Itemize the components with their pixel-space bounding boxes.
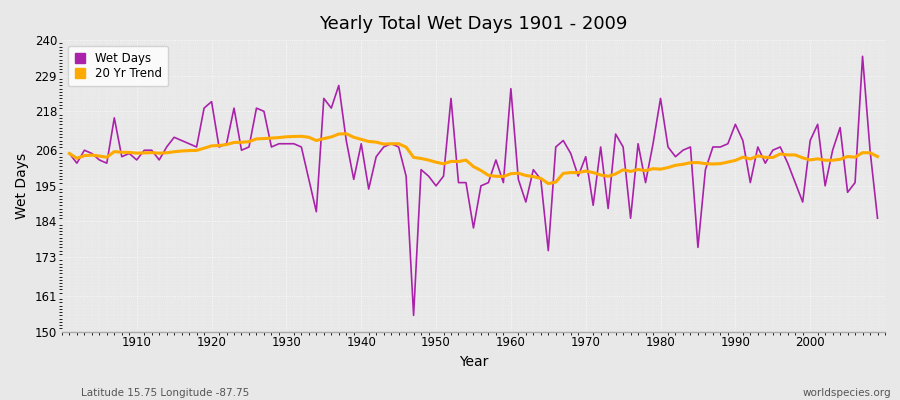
Line: 20 Yr Trend: 20 Yr Trend (69, 134, 878, 184)
Text: worldspecies.org: worldspecies.org (803, 388, 891, 398)
Wet Days (506, 86, 517, 91)
20 Yr Trend (513, 171, 524, 176)
Wet Days (333, 83, 344, 88)
Legend: Wet Days, 20 Yr Trend: Wet Days, 20 Yr Trend (68, 46, 168, 86)
20 Yr Trend (610, 172, 621, 176)
Y-axis label: Wet Days: Wet Days (15, 153, 29, 219)
Wet Days (857, 54, 868, 59)
20 Yr Trend (543, 181, 553, 186)
Line: Wet Days: Wet Days (69, 56, 878, 315)
20 Yr Trend (506, 171, 517, 176)
20 Yr Trend (333, 132, 344, 136)
Wet Days (64, 151, 75, 156)
Title: Yearly Total Wet Days 1901 - 2009: Yearly Total Wet Days 1901 - 2009 (320, 15, 627, 33)
20 Yr Trend (64, 151, 75, 156)
Wet Days (603, 206, 614, 211)
Wet Days (289, 141, 300, 146)
20 Yr Trend (341, 131, 352, 136)
Wet Days (124, 151, 135, 156)
20 Yr Trend (872, 154, 883, 159)
Wet Days (872, 216, 883, 221)
X-axis label: Year: Year (459, 355, 488, 369)
20 Yr Trend (289, 134, 300, 139)
20 Yr Trend (124, 150, 135, 155)
Wet Days (513, 177, 524, 182)
Wet Days (409, 313, 419, 318)
Text: Latitude 15.75 Longitude -87.75: Latitude 15.75 Longitude -87.75 (81, 388, 249, 398)
